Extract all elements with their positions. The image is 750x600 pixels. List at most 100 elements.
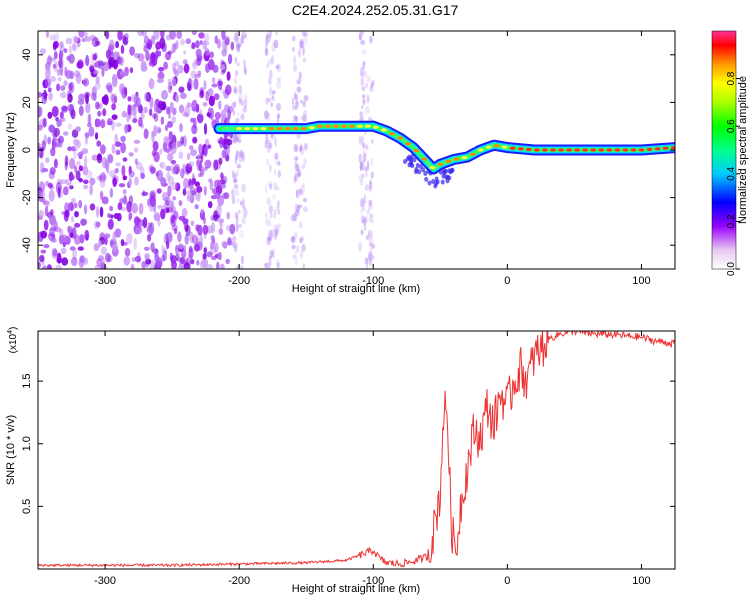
noise-speck: [218, 100, 222, 110]
ridge-core-blob: [445, 159, 452, 163]
noise-speck: [197, 224, 203, 236]
noise-speck: [59, 41, 64, 48]
noise-speck: [178, 151, 184, 160]
noise-streak-speck: [233, 76, 238, 84]
noise-streak-speck: [299, 40, 304, 49]
noise-speck: [127, 96, 132, 102]
noise-speck: [185, 168, 190, 176]
noise-speck: [68, 44, 72, 54]
noise-speck: [98, 174, 103, 182]
noise-speck: [107, 44, 115, 51]
noise-speck: [148, 108, 153, 117]
ridge-core-blob: [525, 147, 532, 152]
noise-streak-speck: [232, 134, 238, 143]
noise-speck: [82, 165, 89, 176]
snr-x-tick-label: 0: [504, 575, 510, 587]
noise-speck: [192, 61, 198, 70]
noise-streak-speck: [264, 44, 268, 51]
ridge-core-blob: [348, 124, 355, 128]
noise-streak-speck: [267, 229, 272, 240]
noise-speck: [189, 231, 194, 243]
noise-speck: [58, 228, 64, 237]
noise-streak-speck: [269, 164, 272, 173]
noise-streak-speck: [277, 170, 281, 178]
noise-speck: [50, 209, 54, 216]
noise-speck: [67, 93, 73, 103]
noise-speck: [135, 97, 141, 108]
noise-streak-speck: [273, 232, 278, 241]
noise-speck: [61, 257, 69, 266]
noise-streak-speck: [234, 172, 237, 182]
snr-x-tick-label: -200: [228, 575, 250, 587]
ridge-tail-speck: [412, 157, 417, 163]
noise-streak-speck: [294, 105, 298, 111]
noise-speck: [43, 94, 48, 99]
noise-streak-speck: [368, 241, 373, 247]
noise-streak-speck: [294, 249, 298, 255]
noise-streak-speck: [234, 246, 237, 252]
noise-streak-speck: [299, 38, 304, 49]
noise-speck: [154, 50, 159, 59]
noise-streak-speck: [362, 219, 368, 225]
noise-speck: [67, 123, 73, 130]
noise-speck: [133, 139, 141, 144]
noise-streak-speck: [300, 143, 302, 153]
noise-streak-speck: [298, 146, 302, 152]
ridge-core-blob: [501, 145, 508, 149]
noise-speck: [169, 252, 173, 261]
noise-speck: [193, 78, 199, 90]
noise-speck: [210, 195, 217, 200]
noise-speck: [100, 246, 107, 255]
noise-streak-speck: [240, 34, 245, 44]
noise-speck: [186, 102, 192, 108]
noise-speck: [167, 113, 172, 119]
noise-speck: [100, 262, 106, 269]
noise-streak-speck: [232, 242, 238, 249]
noise-streak-speck: [268, 262, 271, 269]
noise-streak-speck: [236, 61, 241, 67]
noise-streak-speck: [296, 205, 301, 210]
noise-streak-speck: [301, 164, 305, 170]
noise-speck: [68, 82, 73, 91]
noise-streak-speck: [236, 42, 241, 49]
noise-speck: [131, 257, 136, 262]
noise-streak-speck: [243, 68, 247, 75]
noise-streak-speck: [274, 186, 280, 192]
noise-speck: [196, 57, 202, 66]
ridge-core-blob: [541, 148, 548, 152]
noise-streak-speck: [296, 86, 302, 93]
noise-speck: [143, 106, 148, 114]
noise-speck: [190, 79, 196, 85]
noise-speck: [150, 35, 156, 45]
noise-speck: [101, 196, 109, 205]
snr-x-tick-label: -300: [94, 575, 116, 587]
noise-streak-speck: [363, 60, 366, 65]
noise-speck: [217, 179, 222, 189]
noise-speck: [45, 31, 50, 38]
noise-streak-speck: [238, 84, 243, 95]
noise-streak-speck: [302, 100, 306, 108]
noise-speck: [174, 60, 180, 67]
noise-speck: [38, 261, 41, 269]
ridge-core-blob: [614, 148, 621, 152]
noise-streak-speck: [358, 173, 363, 183]
noise-speck: [104, 159, 110, 170]
noise-speck: [196, 259, 200, 266]
noise-streak-speck: [360, 104, 364, 110]
noise-streak-speck: [233, 87, 237, 94]
spectrogram-x-tick-label: 0: [504, 275, 510, 287]
noise-speck: [167, 146, 173, 151]
noise-speck: [204, 159, 212, 169]
noise-streak-speck: [298, 188, 302, 196]
noise-speck: [143, 35, 149, 44]
noise-speck: [162, 247, 168, 254]
noise-speck: [102, 174, 107, 181]
noise-speck: [182, 59, 188, 65]
noise-speck: [183, 178, 189, 190]
noise-speck: [65, 37, 73, 45]
snr-series-line: [38, 331, 675, 568]
noise-speck: [140, 64, 148, 72]
noise-speck: [169, 31, 176, 40]
noise-streak-speck: [269, 184, 272, 190]
